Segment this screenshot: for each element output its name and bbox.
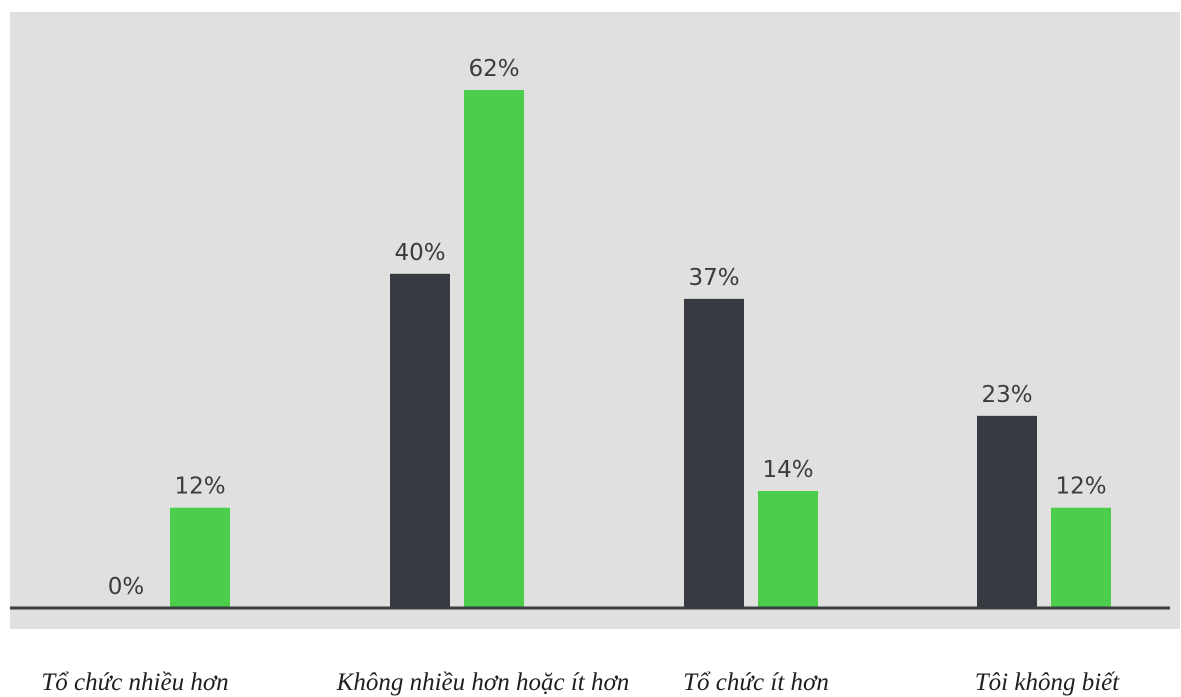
- category-label-1: Tổ chức nhiều hơn: [41, 669, 228, 696]
- value-label-series2-cat1: 12%: [174, 474, 225, 500]
- category-label-3: Tổ chức ít hơn: [683, 669, 829, 696]
- value-label-series2-cat4: 12%: [1055, 474, 1106, 500]
- bar-series2-cat1: [170, 507, 230, 608]
- bar-series1-cat3: [684, 298, 744, 608]
- bar-series2-cat2: [464, 90, 524, 608]
- category-label-4: Tôi không biết: [975, 669, 1120, 696]
- value-label-series1-cat1: 0%: [108, 574, 145, 600]
- bar-series2-cat3: [758, 491, 818, 608]
- value-labels-layer: 0% 12% 40% 62% 37% 14% 23% 12%: [108, 56, 1107, 600]
- value-label-series1-cat2: 40%: [394, 240, 445, 266]
- bar-series1-cat4: [977, 415, 1037, 608]
- bar-series2-cat4: [1051, 507, 1111, 608]
- category-labels-layer: Tổ chức nhiều hơn Không nhiều hơn hoặc ít…: [41, 669, 1120, 696]
- value-label-series1-cat3: 37%: [688, 265, 739, 291]
- bar-series1-cat2: [390, 273, 450, 608]
- value-label-series1-cat4: 23%: [981, 382, 1032, 408]
- value-label-series2-cat2: 62%: [468, 56, 519, 82]
- category-label-2: Không nhiều hơn hoặc ít hơn: [336, 669, 630, 696]
- value-label-series2-cat3: 14%: [762, 457, 813, 483]
- bars-layer: [170, 90, 1111, 608]
